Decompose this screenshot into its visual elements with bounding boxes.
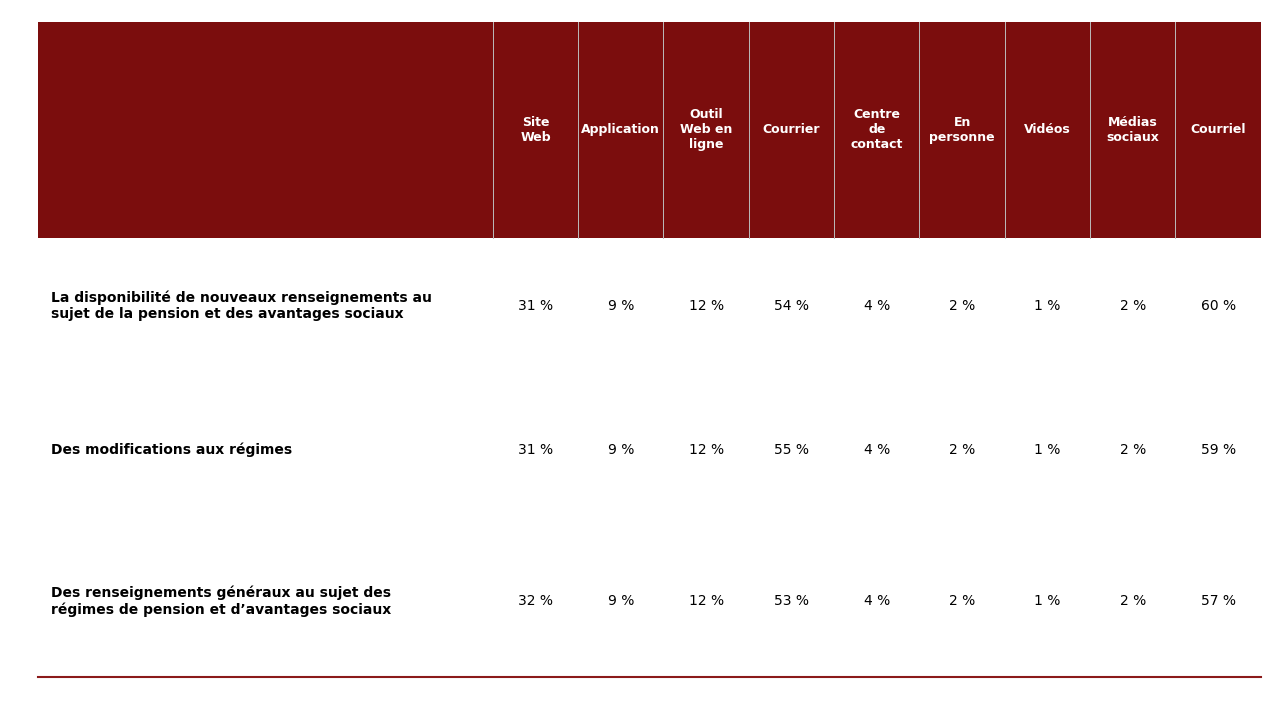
- Text: 12 %: 12 %: [689, 594, 723, 608]
- Text: 1 %: 1 %: [1034, 594, 1061, 608]
- Text: Des renseignements généraux au sujet des
régimes de pension et d’avantages socia: Des renseignements généraux au sujet des…: [51, 585, 392, 617]
- Text: 12 %: 12 %: [689, 443, 723, 457]
- Text: 2 %: 2 %: [1120, 594, 1146, 608]
- Text: 55 %: 55 %: [774, 443, 809, 457]
- Text: 59 %: 59 %: [1201, 443, 1235, 457]
- Text: Courriel: Courriel: [1190, 123, 1245, 136]
- Text: 31 %: 31 %: [518, 299, 553, 313]
- Text: 1 %: 1 %: [1034, 299, 1061, 313]
- Text: 54 %: 54 %: [774, 299, 809, 313]
- Text: 9 %: 9 %: [608, 594, 634, 608]
- Text: La disponibilité de nouveaux renseignements au
sujet de la pension et des avanta: La disponibilité de nouveaux renseigneme…: [51, 291, 433, 321]
- Text: 31 %: 31 %: [518, 443, 553, 457]
- Text: 32 %: 32 %: [518, 594, 553, 608]
- Text: Outil
Web en
ligne: Outil Web en ligne: [680, 108, 732, 151]
- Text: 53 %: 53 %: [774, 594, 809, 608]
- Bar: [38, 22, 1261, 238]
- Text: 9 %: 9 %: [608, 299, 634, 313]
- Text: 2 %: 2 %: [1120, 443, 1146, 457]
- Text: 2 %: 2 %: [948, 443, 975, 457]
- Text: Site
Web: Site Web: [520, 116, 550, 143]
- Text: 4 %: 4 %: [864, 594, 890, 608]
- Text: 1 %: 1 %: [1034, 443, 1061, 457]
- Text: Vidéos: Vidéos: [1024, 123, 1071, 136]
- Text: 4 %: 4 %: [864, 299, 890, 313]
- Text: Courrier: Courrier: [763, 123, 820, 136]
- Text: En
personne: En personne: [929, 116, 995, 143]
- Text: 4 %: 4 %: [864, 443, 890, 457]
- Text: Application: Application: [581, 123, 660, 136]
- Text: Centre
de
contact: Centre de contact: [851, 108, 902, 151]
- Text: Médias
sociaux: Médias sociaux: [1106, 116, 1160, 143]
- Text: Des modifications aux régimes: Des modifications aux régimes: [51, 443, 292, 457]
- Text: 2 %: 2 %: [1120, 299, 1146, 313]
- Text: 57 %: 57 %: [1201, 594, 1235, 608]
- Text: 12 %: 12 %: [689, 299, 723, 313]
- Text: 2 %: 2 %: [948, 594, 975, 608]
- Text: 9 %: 9 %: [608, 443, 634, 457]
- Text: 60 %: 60 %: [1201, 299, 1235, 313]
- Text: 2 %: 2 %: [948, 299, 975, 313]
